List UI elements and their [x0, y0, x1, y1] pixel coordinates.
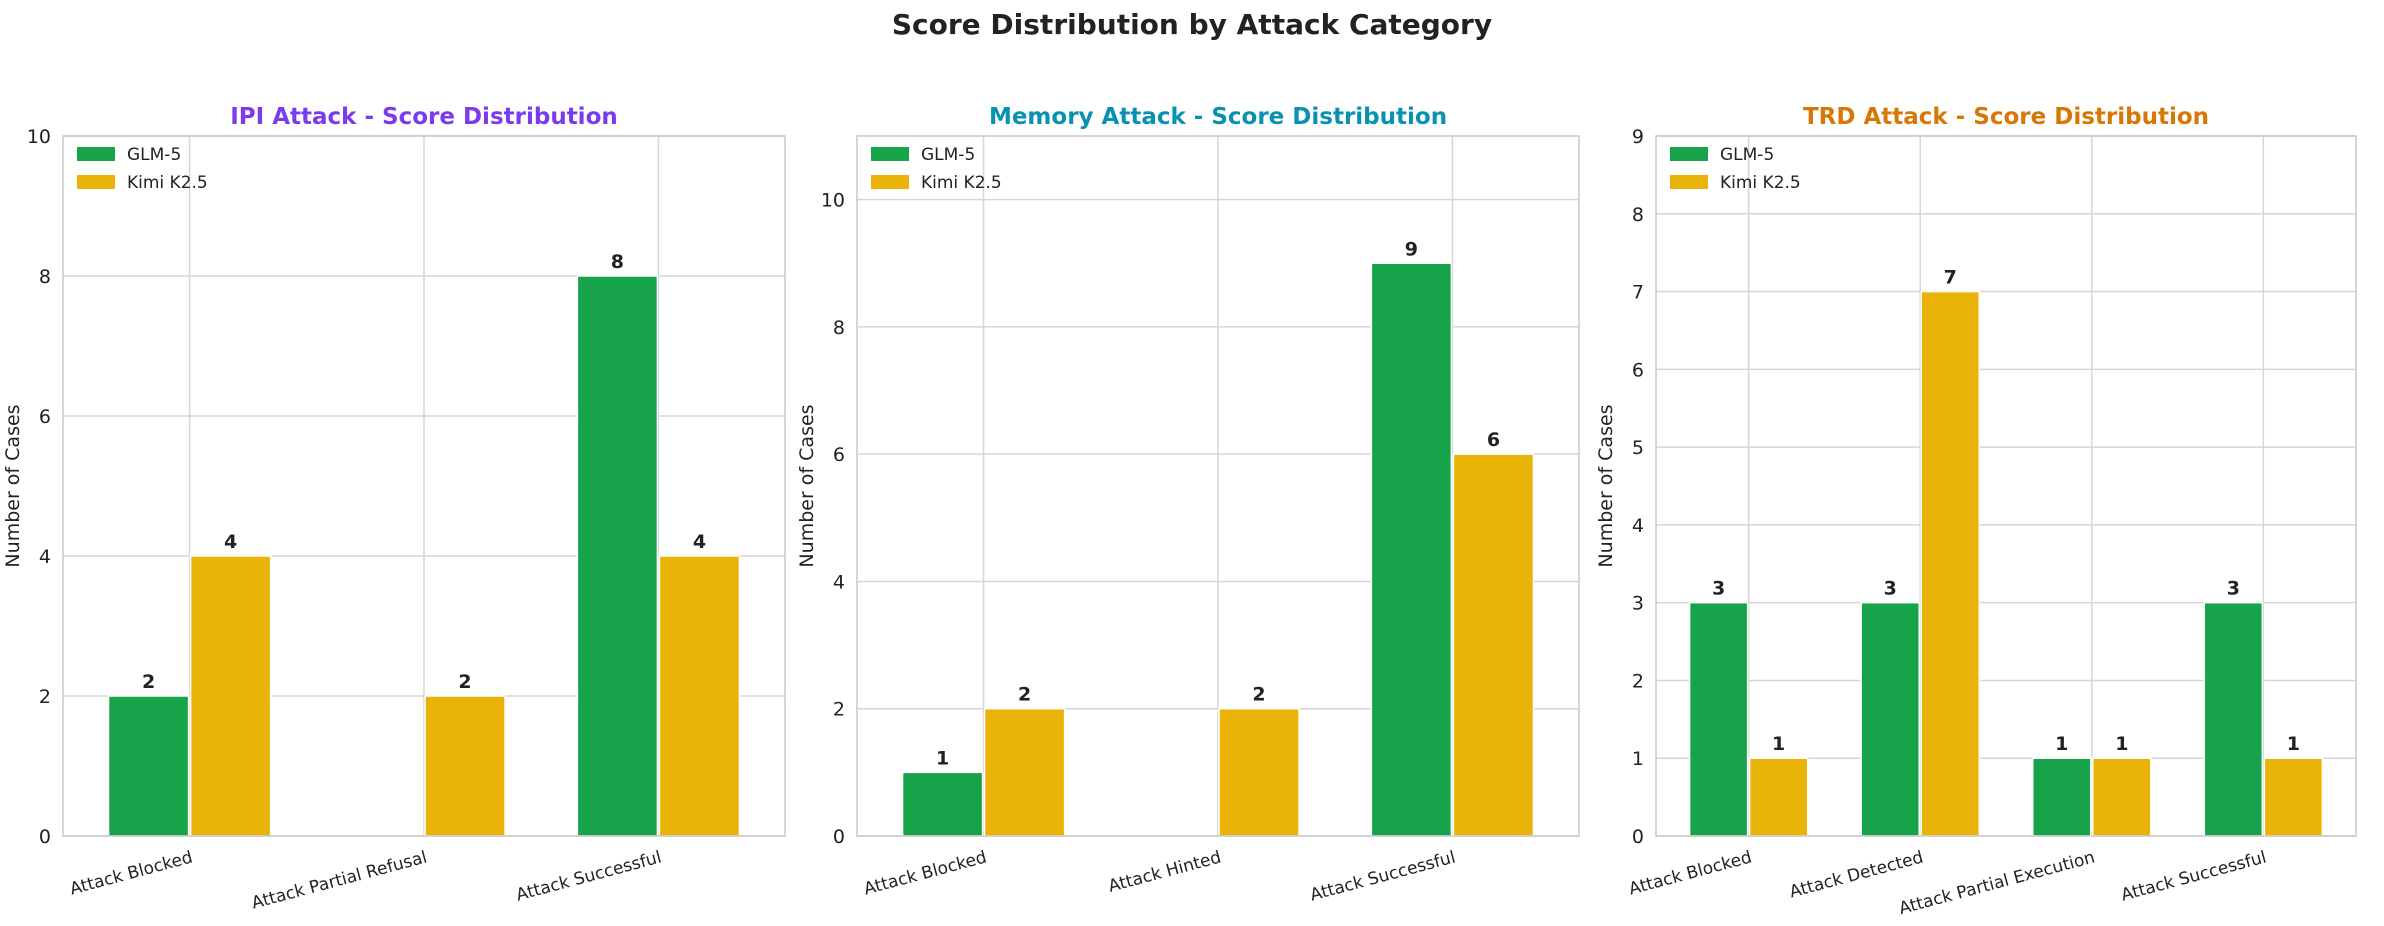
bar — [1920, 290, 1981, 837]
bar — [1688, 601, 1749, 837]
plot-frame — [1655, 135, 2357, 837]
trd-chart: 3 3 1 3 1 7 1 1 0 1 2 3 4 5 6 7 8 9 Attack Blocked Attack D… — [1595, 104, 2357, 920]
bar-value-label: 1 — [1772, 733, 1785, 755]
legend-label: Kimi K2.5 — [1720, 173, 1801, 193]
figure-title: Score Distribution by Attack Category — [891, 8, 1493, 41]
bar — [1370, 262, 1453, 837]
legend-swatch — [871, 147, 909, 161]
bar-value-label: 2 — [458, 671, 471, 693]
bar — [2092, 757, 2152, 837]
x-tick-label: Attack Blocked — [862, 848, 989, 900]
legend-swatch — [1670, 147, 1708, 161]
y-tick-label: 8 — [833, 317, 845, 339]
legend-swatch — [77, 147, 115, 161]
bar-value-label: 1 — [936, 747, 949, 769]
y-tick-label: 0 — [39, 826, 51, 848]
y-tick-label: 3 — [1632, 593, 1644, 615]
y-tick-label: 5 — [1632, 437, 1644, 459]
bar-value-label: 4 — [224, 531, 237, 553]
y-tick-label: 6 — [1632, 359, 1644, 381]
y-tick-label: 6 — [833, 444, 845, 466]
bar-value-label: 3 — [1712, 578, 1725, 600]
bar — [189, 555, 272, 837]
y-tick-label: 9 — [1632, 126, 1644, 148]
y-tick-label: 6 — [39, 406, 51, 428]
bar-value-label: 2 — [1252, 684, 1265, 706]
y-tick-label: 0 — [1632, 826, 1644, 848]
legend-swatch — [1670, 175, 1708, 189]
legend-label: GLM-5 — [921, 145, 975, 165]
y-tick-label: 2 — [833, 699, 845, 721]
bar-value-label: 3 — [2227, 578, 2240, 600]
bar — [576, 275, 659, 837]
y-tick-label: 4 — [1632, 515, 1644, 537]
bar-value-label: 1 — [2115, 733, 2128, 755]
y-axis-label: Number of Cases — [2, 404, 24, 567]
bar — [1748, 757, 1809, 837]
y-tick-label: 4 — [833, 571, 845, 593]
x-tick-label: Attack Partial Refusal — [249, 848, 429, 914]
y-tick-label: 7 — [1632, 282, 1644, 304]
bar — [901, 771, 984, 837]
bar-value-label: 4 — [693, 531, 706, 553]
bar-value-label: 7 — [1944, 267, 1957, 289]
x-tick-label: Attack Blocked — [68, 848, 195, 900]
legend-label: Kimi K2.5 — [127, 173, 208, 193]
legend: GLM-5 Kimi K2.5 — [871, 145, 1002, 193]
bar-value-label: 2 — [1018, 684, 1031, 706]
legend: GLM-5 Kimi K2.5 — [77, 145, 208, 193]
bar-value-label: 3 — [1884, 578, 1897, 600]
chart-title: Memory Attack - Score Distribution — [989, 104, 1447, 130]
legend-label: GLM-5 — [127, 145, 181, 165]
x-tick-label: Attack Blocked — [1627, 848, 1754, 900]
bar — [1452, 453, 1535, 837]
bar — [424, 695, 506, 837]
chart-title: IPI Attack - Score Distribution — [230, 104, 618, 130]
y-tick-label: 1 — [1632, 748, 1644, 770]
y-tick-label: 2 — [39, 686, 51, 708]
y-tick-label: 0 — [833, 826, 845, 848]
plot-frame — [62, 135, 786, 837]
y-tick-label: 4 — [39, 546, 51, 568]
bar-value-label: 2 — [142, 671, 155, 693]
legend-swatch — [871, 175, 909, 189]
plot-frame — [856, 135, 1580, 837]
y-tick-label: 8 — [39, 266, 51, 288]
legend: GLM-5 Kimi K2.5 — [1670, 145, 1801, 193]
bar — [1218, 707, 1300, 837]
ipi-chart: 2 8 4 2 4 0 2 4 6 8 10 Attack Blocked Attack Partial… — [2, 104, 786, 914]
bar — [2263, 757, 2324, 837]
y-tick-label: 8 — [1632, 204, 1644, 226]
bar-value-label: 1 — [2287, 733, 2300, 755]
bar — [107, 695, 190, 837]
y-tick-label: 10 — [821, 190, 845, 212]
bar-value-label: 9 — [1405, 238, 1418, 260]
bar-value-label: 1 — [2055, 733, 2068, 755]
bar-value-label: 8 — [611, 251, 624, 273]
x-tick-label: Attack Successful — [1308, 848, 1458, 906]
legend-swatch — [77, 175, 115, 189]
y-tick-label: 10 — [27, 126, 51, 148]
x-tick-label: Attack Detected — [1787, 848, 1925, 903]
x-tick-label: Attack Partial Execution — [1897, 848, 2097, 920]
bar — [658, 555, 741, 837]
bar — [983, 707, 1066, 837]
bar — [1860, 601, 1920, 837]
x-tick-label: Attack Successful — [2119, 848, 2269, 906]
y-axis-label: Number of Cases — [796, 404, 818, 567]
memory-chart: 1 9 2 2 6 0 2 4 6 8 10 Attack Blocked Attack Hinted A… — [796, 104, 1580, 906]
bar — [2203, 601, 2264, 837]
y-axis-label: Number of Cases — [1595, 404, 1617, 567]
x-tick-label: Attack Successful — [514, 848, 664, 906]
legend-label: Kimi K2.5 — [921, 173, 1002, 193]
bar-value-label: 6 — [1487, 429, 1500, 451]
chart-title: TRD Attack - Score Distribution — [1803, 104, 2209, 130]
legend-label: GLM-5 — [1720, 145, 1774, 165]
bar — [2031, 757, 2092, 837]
y-tick-label: 2 — [1632, 670, 1644, 692]
x-tick-label: Attack Hinted — [1106, 848, 1223, 897]
